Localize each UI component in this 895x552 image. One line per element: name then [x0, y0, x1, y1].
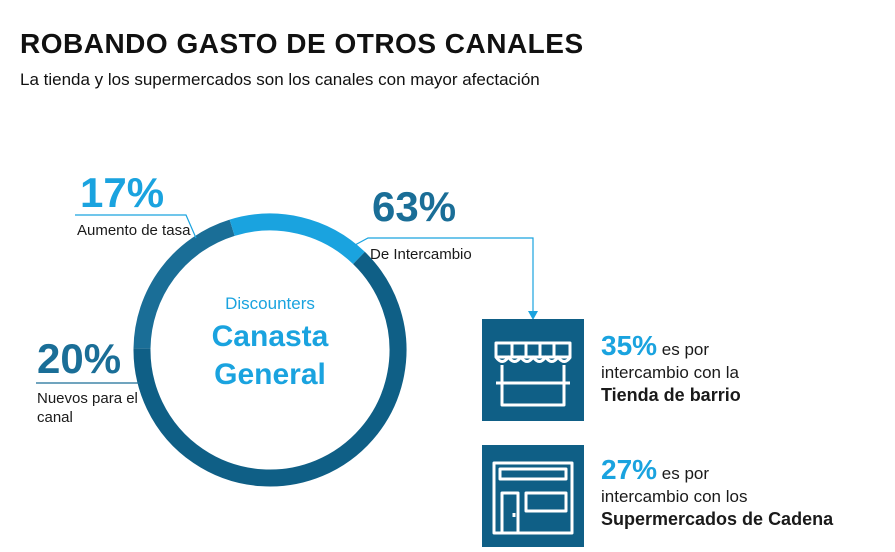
aumento-value: 17%	[80, 169, 165, 216]
intercambio-label: De Intercambio	[370, 246, 472, 263]
donut-segment-intercambio	[133, 251, 407, 487]
supermercados-prefix: es por	[661, 464, 710, 483]
nuevos-label: Nuevos para el canal	[37, 390, 138, 426]
nuevos-value: 20%	[37, 335, 122, 382]
breakdown-supermercados: 27% es por intercambio con los Supermerc…	[601, 456, 834, 531]
aumento-label: Aumento de tasa	[77, 222, 191, 239]
center-main-line2: General	[214, 358, 326, 391]
donut-chart	[133, 213, 407, 487]
supermercados-line2: intercambio con los	[601, 487, 748, 506]
tienda-prefix: es por	[661, 340, 710, 359]
tienda-line3: Tienda de barrio	[601, 385, 741, 405]
page-subtitle: La tienda y los supermercados son los ca…	[20, 70, 540, 89]
tienda-line2: intercambio con la	[601, 363, 739, 382]
center-small-label: Discounters	[225, 294, 315, 313]
center-main-line1: Canasta	[211, 320, 329, 353]
intercambio-value: 63%	[372, 183, 457, 230]
donut-segment-nuevos	[133, 219, 235, 349]
breakdown-tienda: 35% es por intercambio con la Tienda de …	[601, 332, 741, 407]
tienda-percent: 35%	[601, 330, 658, 361]
supermercados-percent: 27%	[601, 454, 658, 485]
store-awning-icon	[482, 319, 584, 421]
supermercados-line3: Supermercados de Cadena	[601, 509, 834, 529]
donut-segment-aumento	[229, 213, 365, 265]
supermarket-icon	[482, 445, 584, 547]
center-main-label: Canasta General	[180, 318, 360, 394]
page-title: ROBANDO GASTO DE OTROS CANALES	[20, 28, 584, 59]
